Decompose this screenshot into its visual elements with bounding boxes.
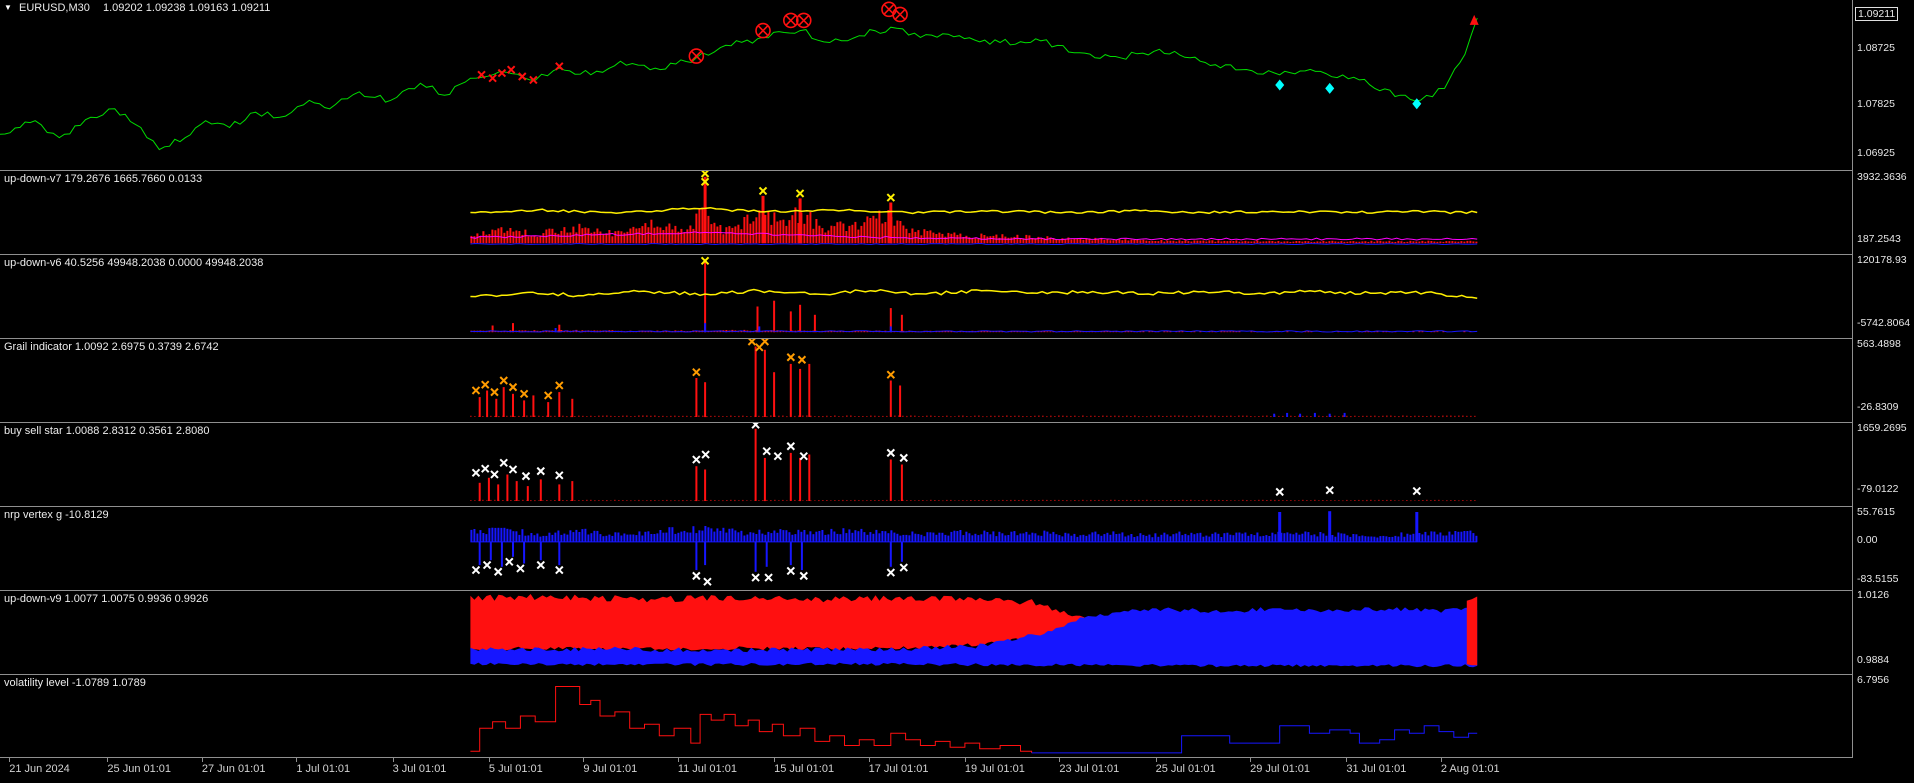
scale-label: -79.0122 <box>1857 483 1899 496</box>
scale-label: 187.2543 <box>1857 233 1901 246</box>
time-tick-mark <box>1155 758 1157 762</box>
time-tick-label: 29 Jul 01:01 <box>1250 763 1311 775</box>
symbol-dropdown-icon[interactable]: ▼ <box>4 3 12 12</box>
time-tick-label: 25 Jun 01:01 <box>107 763 172 775</box>
time-tick-label: 17 Jul 01:01 <box>868 763 929 775</box>
time-tick-mark <box>1440 758 1442 762</box>
time-axis-separator <box>0 757 1914 758</box>
time-tick-label: 19 Jul 01:01 <box>964 763 1025 775</box>
scale-label: -83.5155 <box>1857 573 1899 586</box>
time-tick-label: 23 Jul 01:01 <box>1059 763 1120 775</box>
time-tick-mark <box>107 758 109 762</box>
scale-label: 3932.3636 <box>1857 170 1907 183</box>
pane-separator[interactable] <box>0 506 1914 507</box>
pane-nrp-vertex[interactable]: nrp vertex g -10.8129 <box>0 507 1852 590</box>
scale-label: 1.06925 <box>1857 147 1895 159</box>
indicator-title: volatility level -1.0789 1.0789 <box>4 677 146 689</box>
time-tick-label: 3 Jul 01:01 <box>392 763 447 775</box>
time-tick-mark <box>488 758 490 762</box>
time-tick-mark <box>1250 758 1252 762</box>
indicator-title: up-down-v7 179.2676 1665.7660 0.0133 <box>4 173 203 185</box>
ohlc-values: 1.09202 1.09238 1.09163 1.09211 <box>102 2 271 14</box>
time-axis[interactable]: 21 Jun 2024 25 Jun 01:01 27 Jun 01:01 1 Jul… <box>0 758 1914 783</box>
scale-label: 1.0126 <box>1857 589 1890 602</box>
scale-label: 120178.93 <box>1857 253 1907 266</box>
current-price-label: 1.09211 <box>1855 6 1899 21</box>
scale-label: 0.00 <box>1857 534 1878 547</box>
volatility-level-canvas[interactable] <box>0 675 1852 757</box>
time-tick-mark <box>392 758 394 762</box>
pane-grail-indicator[interactable]: Grail indicator 1.0092 2.6975 0.3739 2.6… <box>0 339 1852 422</box>
scale-label: 6.7956 <box>1857 673 1890 686</box>
time-tick-mark <box>868 758 870 762</box>
pane-separator[interactable] <box>0 590 1914 591</box>
pane-separator[interactable] <box>0 254 1914 255</box>
pane-main-chart[interactable]: ▼ EURUSD,M30 1.09202 1.09238 1.09163 1.0… <box>0 0 1852 170</box>
time-tick-label: 25 Jul 01:01 <box>1155 763 1216 775</box>
scale-label: 0.9884 <box>1857 653 1890 666</box>
time-tick-mark <box>1346 758 1348 762</box>
indicator-title: Grail indicator 1.0092 2.6975 0.3739 2.6… <box>4 341 219 353</box>
time-tick-label: 2 Aug 01:01 <box>1440 763 1500 775</box>
up-down-v9-canvas[interactable] <box>0 591 1852 674</box>
scale-label: -26.8309 <box>1857 401 1899 414</box>
time-tick-label: 15 Jul 01:01 <box>774 763 835 775</box>
time-tick-mark <box>964 758 966 762</box>
scale-label: 1.08725 <box>1857 41 1895 54</box>
scale-label: 55.7615 <box>1857 505 1895 518</box>
time-tick-label: 31 Jul 01:01 <box>1346 763 1407 775</box>
pane-up-down-v6[interactable]: up-down-v6 40.5256 49948.2038 0.0000 499… <box>0 255 1852 338</box>
time-tick-mark <box>296 758 298 762</box>
chart-title: ▼ EURUSD,M30 1.09202 1.09238 1.09163 1.0… <box>4 2 270 14</box>
time-tick-mark <box>1059 758 1061 762</box>
indicator-title: nrp vertex g -10.8129 <box>4 509 109 521</box>
scale-label: -5742.8064 <box>1857 317 1911 330</box>
pane-separator[interactable] <box>0 170 1914 171</box>
pane-volatility-level[interactable]: volatility level -1.0789 1.0789 <box>0 675 1852 757</box>
time-tick-label: 21 Jun 2024 <box>9 763 70 775</box>
up-down-v6-canvas[interactable] <box>0 255 1852 338</box>
main-chart-canvas[interactable] <box>0 0 1852 170</box>
pane-separator[interactable] <box>0 338 1914 339</box>
time-tick-label: 5 Jul 01:01 <box>488 763 543 775</box>
time-tick-mark <box>774 758 776 762</box>
time-tick-label: 1 Jul 01:01 <box>296 763 351 775</box>
indicator-title: up-down-v6 40.5256 49948.2038 0.0000 499… <box>4 257 264 269</box>
scale-label: 1.07825 <box>1857 97 1895 110</box>
buy-sell-star-canvas[interactable] <box>0 423 1852 506</box>
time-tick-mark <box>9 758 11 762</box>
time-tick-label: 27 Jun 01:01 <box>201 763 266 775</box>
indicator-title: buy sell star 1.0088 2.8312 0.3561 2.808… <box>4 425 210 437</box>
pane-up-down-v7[interactable]: up-down-v7 179.2676 1665.7660 0.0133 <box>0 171 1852 254</box>
pane-up-down-v9[interactable]: up-down-v9 1.0077 1.0075 0.9936 0.9926 <box>0 591 1852 674</box>
indicator-title: up-down-v9 1.0077 1.0075 0.9936 0.9926 <box>4 593 209 605</box>
time-tick-mark <box>583 758 585 762</box>
nrp-vertex-canvas[interactable] <box>0 507 1852 590</box>
pane-separator[interactable] <box>0 674 1914 675</box>
symbol-label: EURUSD,M30 <box>18 2 90 14</box>
pane-separator[interactable] <box>0 422 1914 423</box>
time-tick-mark <box>201 758 203 762</box>
grail-indicator-canvas[interactable] <box>0 339 1852 422</box>
time-tick-label: 11 Jul 01:01 <box>677 763 737 775</box>
time-tick-label: 9 Jul 01:01 <box>583 763 638 775</box>
up-down-v7-canvas[interactable] <box>0 171 1852 254</box>
price-scale[interactable]: 1.09211 1.08725 1.07825 1.06925 3932.3636 187… <box>1852 0 1914 758</box>
scale-label: 563.4898 <box>1857 337 1901 350</box>
scale-label: 1659.2695 <box>1857 421 1907 434</box>
pane-buy-sell-star[interactable]: buy sell star 1.0088 2.8312 0.3561 2.808… <box>0 423 1852 506</box>
time-tick-mark <box>677 758 679 762</box>
